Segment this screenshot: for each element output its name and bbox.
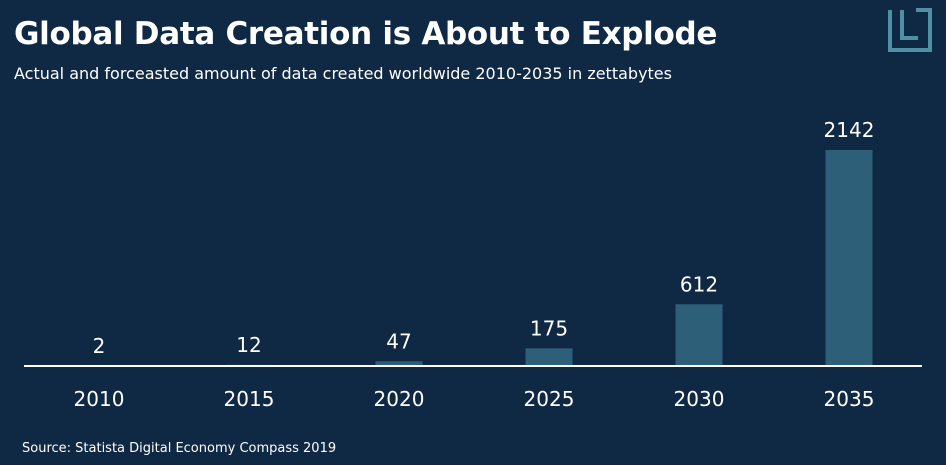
data-label-2035: 2142 [824, 118, 875, 142]
x-tick-label-2030: 2030 [674, 387, 725, 411]
x-tick-label-2015: 2015 [224, 387, 275, 411]
statista-logo-icon [888, 8, 932, 52]
chart-title: Global Data Creation is About to Explode [14, 16, 718, 52]
x-tick-label-2020: 2020 [374, 387, 425, 411]
bar-2025 [525, 348, 573, 366]
x-tick-label-2010: 2010 [74, 387, 125, 411]
data-label-2010: 2 [93, 334, 106, 358]
chart-subtitle: Actual and forceasted amount of data cre… [14, 64, 672, 83]
bar-2020 [375, 361, 423, 366]
data-label-2015: 12 [236, 333, 261, 357]
bar-2030 [675, 304, 723, 366]
x-tick-label-2025: 2025 [524, 387, 575, 411]
x-tick-label-2035: 2035 [824, 387, 875, 411]
data-label-2030: 612 [680, 272, 718, 296]
data-label-2020: 47 [386, 329, 411, 353]
bar-2035 [825, 150, 873, 366]
source-note: Source: Statista Digital Economy Compass… [22, 441, 337, 456]
data-label-2025: 175 [530, 316, 568, 340]
